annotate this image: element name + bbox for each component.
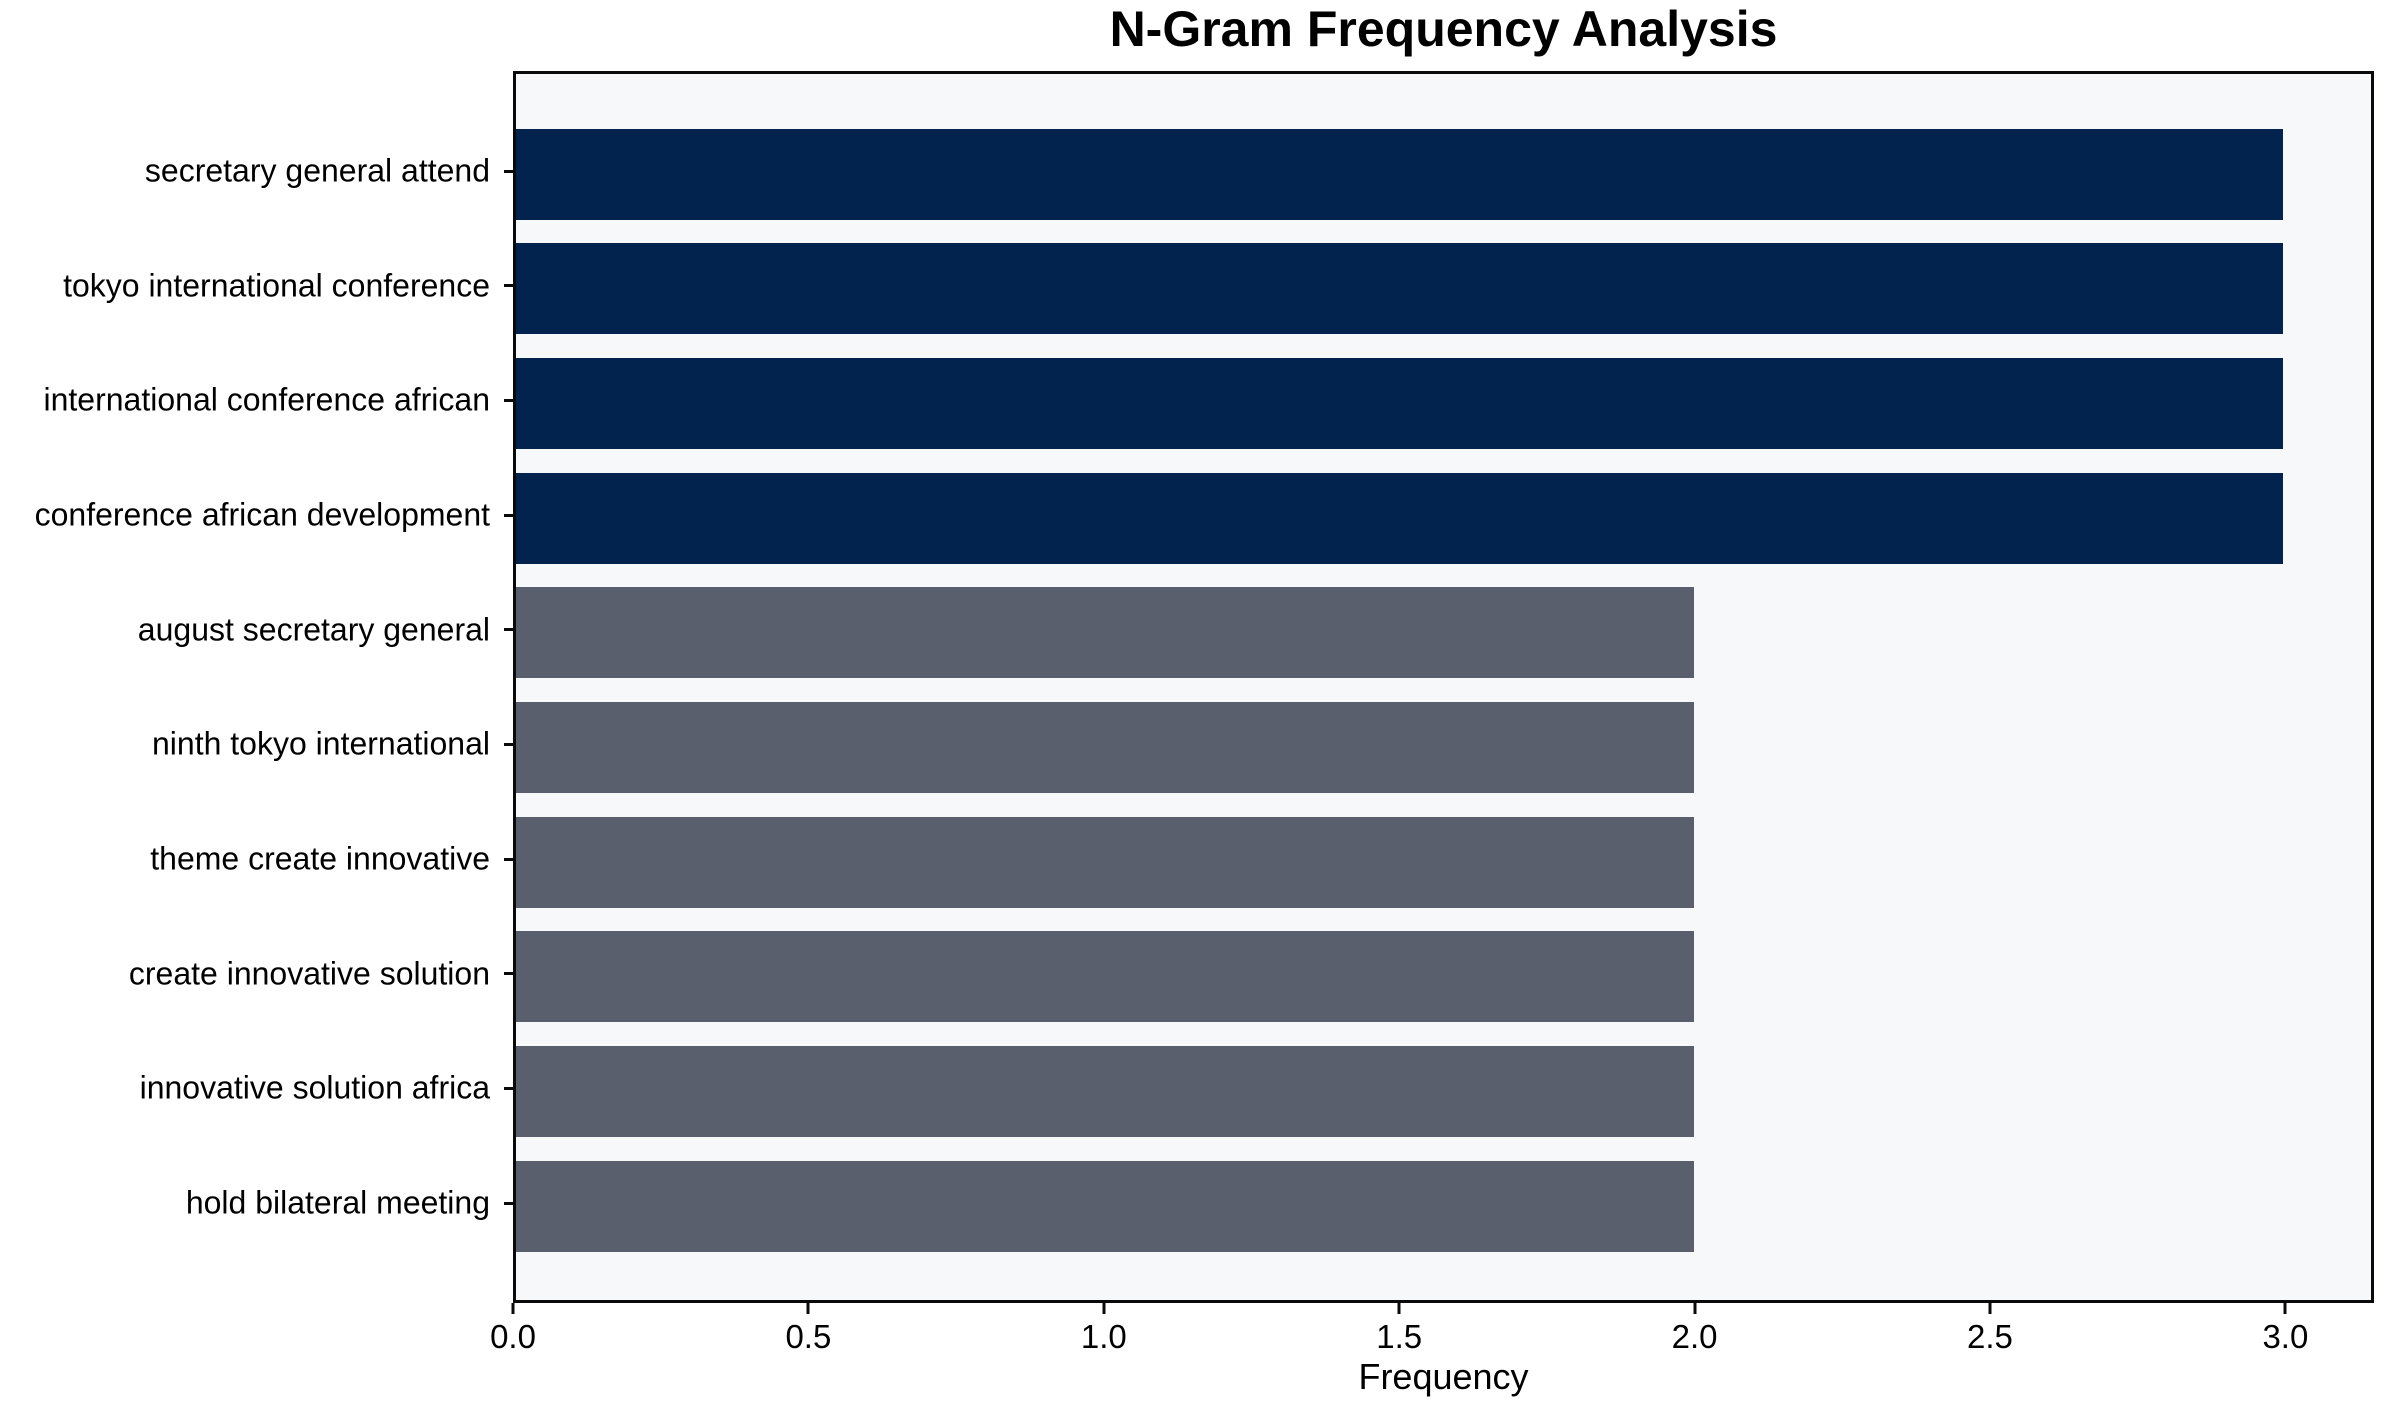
y-tick-mark [504, 284, 513, 288]
y-axis-category-label: august secretary general [137, 611, 490, 648]
y-tick-mark [504, 169, 513, 173]
bar [516, 931, 1694, 1023]
y-tick-mark [504, 513, 513, 517]
x-tick-mark [1693, 1303, 1697, 1314]
bar [516, 587, 1694, 679]
x-tick-mark [2283, 1303, 2287, 1314]
bar [516, 243, 2283, 335]
plot-area [513, 71, 2374, 1303]
y-tick-mark [504, 398, 513, 402]
bar [516, 816, 1694, 908]
x-axis-title: Frequency [1358, 1356, 1529, 1397]
x-tick-label: 1.0 [1080, 1318, 1127, 1355]
y-axis-category-label: theme create innovative [150, 840, 490, 877]
y-axis-category-label: create innovative solution [128, 955, 490, 992]
chart-title: N-Gram Frequency Analysis [1109, 1, 1778, 57]
y-tick-mark [504, 857, 513, 861]
y-tick-mark [504, 1201, 513, 1205]
bar [516, 472, 2283, 564]
x-tick-mark [806, 1303, 810, 1314]
bar [516, 357, 2283, 449]
x-tick-label: 2.0 [1671, 1318, 1718, 1355]
y-axis-category-label: conference african development [34, 496, 490, 533]
x-tick-mark [511, 1303, 515, 1314]
x-tick-label: 1.5 [1376, 1318, 1423, 1355]
x-tick-label: 2.5 [1967, 1318, 2013, 1355]
bar [516, 701, 1694, 793]
y-axis-category-label: secretary general attend [144, 152, 490, 189]
y-tick-mark [504, 972, 513, 976]
x-tick-label: 0.0 [490, 1318, 536, 1355]
x-tick-mark [1988, 1303, 1992, 1314]
y-axis-category-label: innovative solution africa [139, 1069, 490, 1106]
x-tick-mark [1102, 1303, 1106, 1314]
x-tick-label: 0.5 [785, 1318, 832, 1355]
y-tick-mark [504, 1086, 513, 1090]
y-axis-category-label: ninth tokyo international [152, 725, 490, 762]
y-tick-mark [504, 742, 513, 746]
y-axis-category-label: international conference african [43, 381, 491, 418]
y-tick-mark [504, 628, 513, 632]
y-axis-category-label: hold bilateral meeting [185, 1184, 490, 1221]
y-axis-category-label: tokyo international conference [63, 267, 490, 304]
bar [516, 1160, 1694, 1252]
x-tick-label: 3.0 [2262, 1318, 2309, 1355]
bar [516, 1045, 1694, 1137]
bar [516, 128, 2283, 220]
x-tick-mark [1397, 1303, 1401, 1314]
